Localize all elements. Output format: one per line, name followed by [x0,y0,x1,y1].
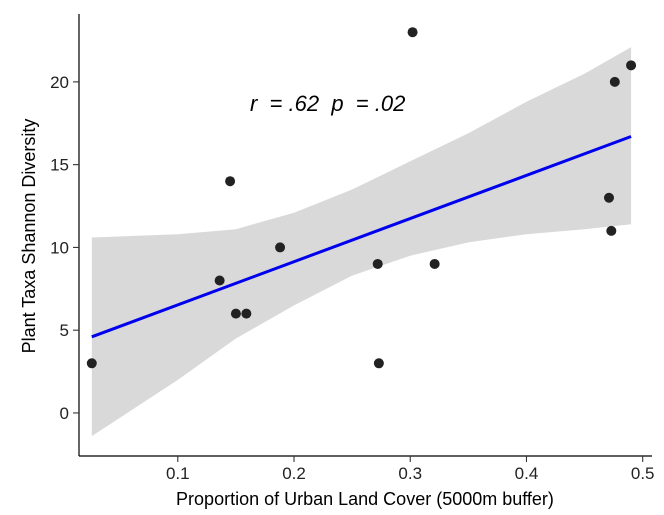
x-tick-label: 0.1 [166,464,190,483]
data-point [214,275,225,286]
data-point [407,27,418,38]
data-point [373,358,384,369]
data-point [606,225,617,236]
y-tick-label: 20 [50,73,69,92]
data-point [241,308,252,319]
x-tick-label: 0.4 [515,464,539,483]
y-axis-title: Plant Taxa Shannon Diversity [19,119,39,354]
x-axis-title: Proportion of Urban Land Cover (5000m bu… [176,489,554,509]
y-tick-label: 10 [50,238,69,257]
data-point [225,176,236,187]
data-point [603,192,614,203]
data-point [609,76,620,87]
data-point [230,308,241,319]
y-tick-label: 0 [60,404,69,423]
confidence-band [91,47,632,437]
x-axis-ticks: 0.1 0.2 0.3 0.4 0.5 [166,456,655,483]
data-point [275,242,286,253]
x-tick-label: 0.5 [631,464,655,483]
data-point [429,258,440,269]
x-tick-label: 0.2 [282,464,306,483]
data-point [86,358,97,369]
regression-line [91,135,632,339]
x-tick-label: 0.3 [398,464,422,483]
y-tick-label: 5 [60,321,69,340]
y-tick-label: 15 [50,156,69,175]
y-axis-ticks: 0 5 10 15 20 [50,73,79,423]
data-point [372,258,383,269]
data-point [626,60,637,71]
plot-area [86,27,637,437]
correlation-annotation: r = .62 p = .02 [250,91,405,116]
